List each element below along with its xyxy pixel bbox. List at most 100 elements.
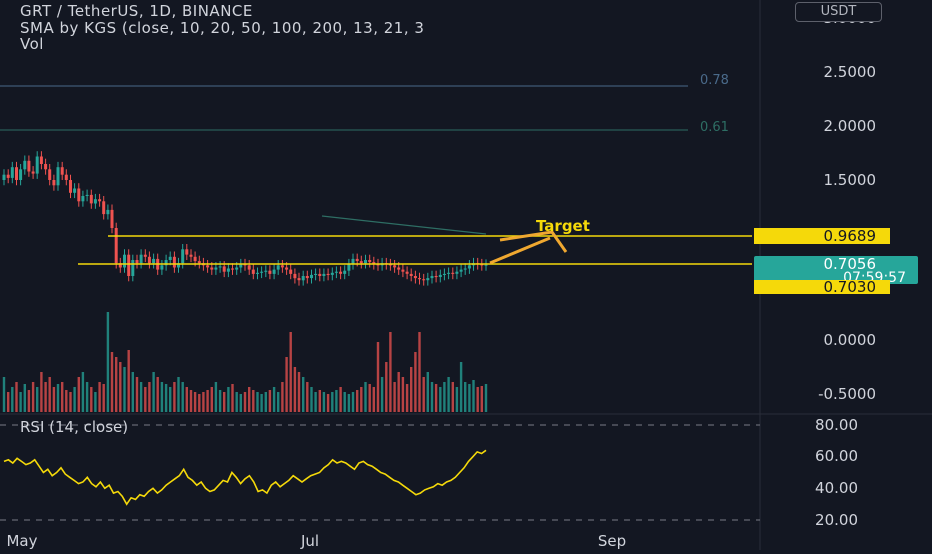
candle-body[interactable] — [98, 199, 102, 202]
candle-body[interactable] — [447, 272, 451, 274]
candle-body[interactable] — [422, 279, 426, 281]
candle-body[interactable] — [413, 276, 417, 279]
candle-body[interactable] — [118, 263, 122, 268]
candle-body[interactable] — [48, 169, 52, 180]
candle-body[interactable] — [326, 273, 330, 275]
candle-body[interactable] — [467, 265, 471, 269]
candle-body[interactable] — [388, 264, 392, 266]
candle-body[interactable] — [31, 171, 35, 174]
candle-body[interactable] — [264, 270, 268, 272]
candle-body[interactable] — [102, 201, 106, 215]
candle-body[interactable] — [351, 258, 355, 265]
target-arrow-lower[interactable] — [489, 236, 551, 265]
candle-body[interactable] — [15, 167, 18, 180]
candle-body[interactable] — [368, 260, 372, 263]
candle-body[interactable] — [289, 269, 293, 274]
candle-body[interactable] — [364, 260, 367, 264]
candle-body[interactable] — [6, 174, 10, 178]
candle-body[interactable] — [168, 256, 172, 260]
candle-body[interactable] — [181, 249, 185, 264]
candle-body[interactable] — [52, 180, 56, 186]
candle-body[interactable] — [177, 263, 180, 268]
candle-body[interactable] — [214, 267, 218, 270]
candle-body[interactable] — [185, 249, 189, 255]
candle-body[interactable] — [438, 274, 442, 277]
candle-body[interactable] — [330, 272, 334, 275]
rsi-line[interactable] — [3, 449, 487, 506]
candle-body[interactable] — [430, 276, 434, 279]
candle-body[interactable] — [426, 278, 430, 281]
candle-body[interactable] — [310, 274, 313, 279]
candle-body[interactable] — [285, 267, 289, 270]
candle-body[interactable] — [397, 267, 401, 270]
candle-body[interactable] — [268, 270, 272, 274]
candle-body[interactable] — [27, 160, 31, 172]
candle-body[interactable] — [110, 209, 114, 228]
candle-body[interactable] — [85, 194, 89, 196]
candle-body[interactable] — [193, 256, 197, 262]
candle-body[interactable] — [69, 180, 72, 193]
candle-body[interactable] — [143, 254, 147, 257]
candle-body[interactable] — [210, 267, 214, 270]
candle-body[interactable] — [189, 254, 193, 257]
candle-body[interactable] — [206, 265, 210, 268]
candle-body[interactable] — [418, 278, 421, 280]
candle-body[interactable] — [305, 276, 309, 279]
candle-body[interactable] — [455, 271, 459, 274]
candle-body[interactable] — [60, 167, 64, 175]
candle-body[interactable] — [93, 199, 97, 204]
candle-body[interactable] — [39, 156, 43, 165]
candle-body[interactable] — [114, 228, 118, 264]
candle-body[interactable] — [322, 273, 326, 276]
candle-body[interactable] — [359, 261, 363, 264]
candle-body[interactable] — [484, 264, 488, 266]
candle-body[interactable] — [451, 272, 455, 274]
currency-button[interactable]: USDT — [795, 2, 882, 22]
candle-body[interactable] — [401, 269, 405, 272]
candle-body[interactable] — [409, 273, 413, 276]
candle-body[interactable] — [243, 264, 247, 266]
candle-body[interactable] — [231, 268, 234, 270]
candle-body[interactable] — [164, 260, 168, 266]
candle-body[interactable] — [44, 164, 48, 170]
candle-body[interactable] — [64, 174, 68, 180]
target-arrow-upper[interactable] — [499, 230, 568, 253]
candle-body[interactable] — [376, 264, 380, 266]
candle-body[interactable] — [334, 271, 338, 273]
candle-body[interactable] — [318, 273, 322, 276]
candle-body[interactable] — [222, 266, 226, 272]
candle-body[interactable] — [272, 269, 276, 274]
candle-body[interactable] — [314, 273, 318, 275]
candle-body[interactable] — [56, 167, 60, 186]
candle-body[interactable] — [442, 273, 446, 275]
candle-body[interactable] — [139, 254, 143, 264]
candle-body[interactable] — [301, 276, 305, 281]
candle-body[interactable] — [434, 276, 438, 278]
candle-body[interactable] — [459, 269, 463, 272]
sma-indicator-legend[interactable]: SMA by KGS (close, 10, 20, 50, 100, 200,… — [20, 19, 425, 37]
candle-body[interactable] — [81, 196, 85, 202]
candle-body[interactable] — [235, 267, 239, 270]
candle-body[interactable] — [405, 271, 409, 274]
candle-body[interactable] — [343, 270, 347, 274]
candle-body[interactable] — [372, 262, 376, 265]
candle-body[interactable] — [355, 258, 359, 261]
candle-body[interactable] — [218, 266, 222, 268]
candle-body[interactable] — [77, 188, 81, 202]
candle-body[interactable] — [2, 174, 6, 180]
candle-body[interactable] — [226, 268, 230, 272]
candle-body[interactable] — [152, 258, 156, 264]
candle-body[interactable] — [247, 265, 251, 270]
candle-body[interactable] — [280, 265, 284, 268]
candle-body[interactable] — [23, 160, 27, 170]
candle-body[interactable] — [239, 264, 243, 268]
candle-body[interactable] — [256, 272, 259, 274]
candle-body[interactable] — [251, 269, 255, 274]
candle-body[interactable] — [197, 261, 201, 264]
candle-body[interactable] — [260, 271, 264, 273]
candle-body[interactable] — [276, 265, 280, 270]
candle-body[interactable] — [480, 264, 484, 266]
candle-body[interactable] — [393, 265, 397, 268]
